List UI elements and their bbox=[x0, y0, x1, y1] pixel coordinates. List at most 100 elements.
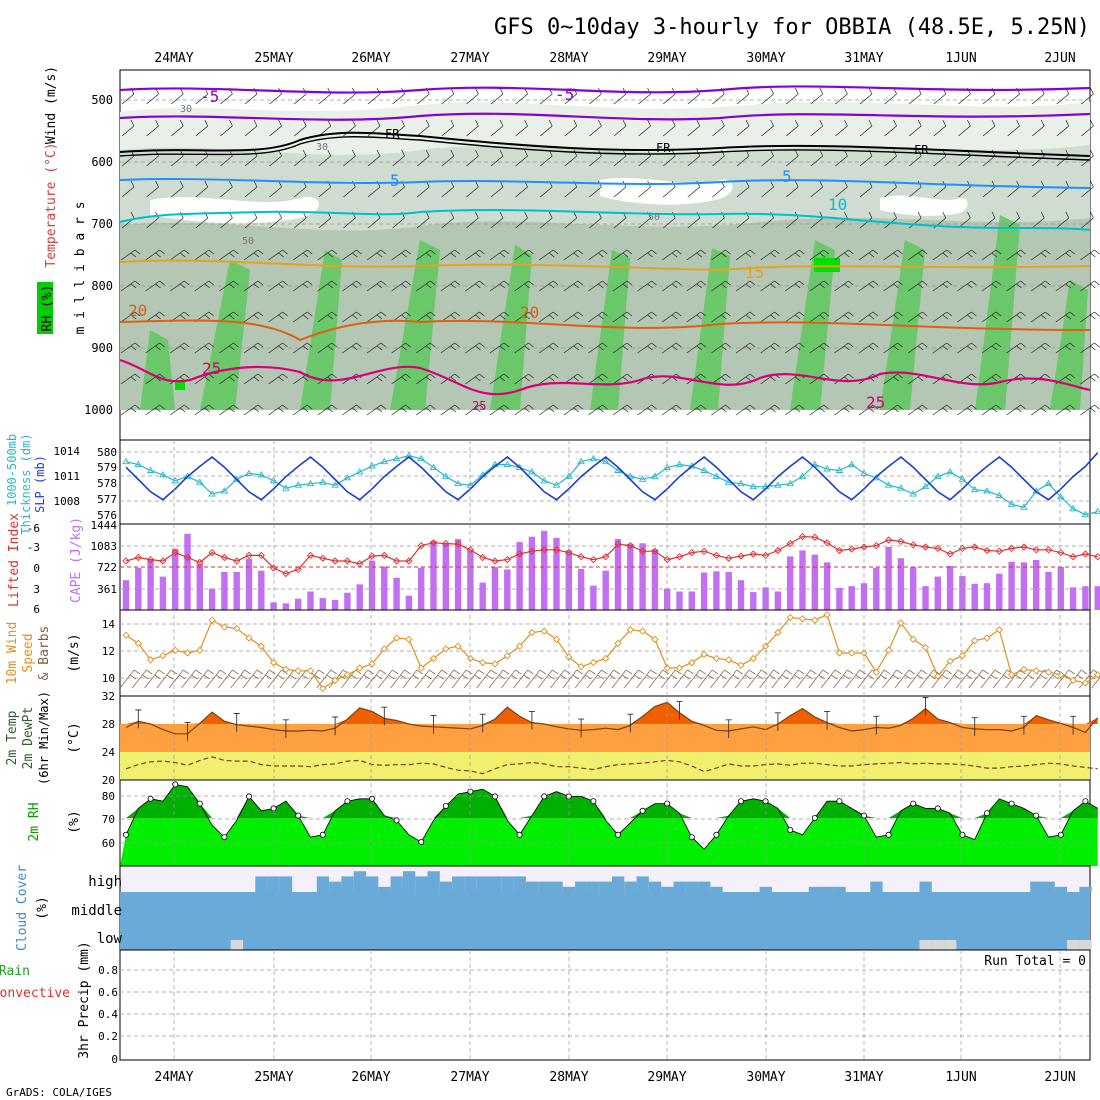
temp-contour-freezing2 bbox=[119, 136, 1091, 161]
pressure-tick: 700 bbox=[91, 217, 113, 231]
upper-wind-barb bbox=[761, 180, 774, 198]
cloud-low-bar bbox=[1067, 940, 1080, 950]
rh-unit-label: (%) bbox=[67, 810, 82, 833]
upper-wind-barb bbox=[981, 280, 1002, 292]
upper-wind-barb bbox=[490, 87, 504, 105]
thickness-point bbox=[355, 468, 364, 475]
cape-bar bbox=[270, 602, 277, 610]
wind10m-point bbox=[921, 643, 930, 652]
thickness-tick: 576 bbox=[97, 509, 117, 522]
upper-wind-barb bbox=[809, 342, 830, 354]
upper-wind-barb bbox=[784, 404, 805, 416]
lifted-index-point bbox=[491, 557, 499, 565]
upper-wind-barb bbox=[883, 311, 903, 323]
upper-wind-barb bbox=[563, 311, 584, 323]
upper-wind-barb bbox=[761, 149, 774, 167]
wind-panel-frame bbox=[119, 609, 1091, 697]
rh2m-point bbox=[688, 834, 695, 841]
cape-bar bbox=[848, 586, 855, 610]
cape-bar bbox=[750, 592, 757, 610]
wind10m-barb bbox=[894, 669, 916, 689]
upper-wind-barb bbox=[661, 249, 682, 261]
footer-credit: GrADS: COLA/IGES bbox=[6, 1086, 112, 1099]
temp-minmax-bar bbox=[922, 696, 929, 716]
slp-panel-frame bbox=[119, 439, 1091, 525]
precip-label: Total / Rain bbox=[0, 964, 30, 979]
lifted-index-point bbox=[442, 539, 450, 548]
upper-wind-barb bbox=[1055, 342, 1076, 354]
wind10m-barb bbox=[402, 669, 424, 689]
wind10m-point bbox=[651, 635, 659, 643]
upper-wind-barb bbox=[466, 87, 479, 105]
wind10m-point bbox=[909, 635, 917, 643]
wind10m-point bbox=[368, 660, 376, 668]
contour-label: FR bbox=[656, 141, 671, 155]
lifted-index-point bbox=[602, 553, 610, 561]
pressure-tick: 500 bbox=[91, 93, 113, 107]
contour-label: 25 bbox=[866, 393, 885, 412]
slp-tick: 1011 bbox=[54, 470, 81, 483]
temp-top-fill bbox=[126, 702, 1098, 724]
cloud-level-label: low bbox=[97, 931, 123, 947]
upper-wind-barb bbox=[367, 119, 381, 137]
upper-wind-barb bbox=[466, 119, 479, 137]
contour-label: 30 bbox=[180, 104, 192, 115]
lifted-index-point bbox=[688, 548, 696, 557]
upper-wind-barb bbox=[858, 342, 879, 354]
thickness-point bbox=[257, 471, 266, 478]
wind10m-barb bbox=[722, 669, 743, 689]
upper-wind-barb bbox=[194, 342, 215, 354]
lifted-index-point bbox=[1032, 546, 1040, 554]
upper-wind-barb bbox=[145, 280, 165, 292]
upper-wind-barb bbox=[415, 373, 436, 385]
wind10m-point bbox=[134, 639, 142, 648]
lifted-index-point bbox=[429, 539, 438, 547]
wind10m-barb bbox=[537, 669, 559, 689]
upper-wind-barb bbox=[907, 249, 928, 261]
cloud-high-bar bbox=[612, 876, 625, 892]
upper-wind-barb bbox=[859, 119, 873, 137]
cape-tick: 361 bbox=[97, 583, 117, 596]
upper-wind-barb bbox=[441, 149, 455, 167]
cloud-high-bar bbox=[255, 876, 268, 892]
wind10m-barb bbox=[476, 669, 497, 689]
upper-wind-barb bbox=[465, 373, 485, 385]
rh2m-point bbox=[934, 805, 941, 812]
upper-wind-barb bbox=[686, 311, 707, 323]
top-date-label: 24MAY bbox=[154, 51, 193, 66]
contour-label: -5 bbox=[555, 85, 574, 104]
thickness-point bbox=[442, 472, 450, 479]
upper-wind-barb bbox=[415, 342, 436, 354]
thickness-point bbox=[245, 469, 253, 476]
pressure-axis-label: m i l l i b a r s bbox=[73, 201, 88, 334]
upper-wind-barb bbox=[932, 342, 953, 354]
lifted-index-point bbox=[356, 560, 364, 568]
upper-wind-barb bbox=[515, 211, 528, 229]
cape-bar bbox=[651, 549, 659, 610]
wind10m-point bbox=[392, 634, 401, 642]
thickness-point bbox=[380, 457, 389, 465]
upper-wind-barb bbox=[907, 280, 928, 292]
cape-bars bbox=[122, 530, 1100, 610]
wind10m-point bbox=[774, 628, 782, 637]
cloud-high-bar bbox=[353, 871, 366, 892]
upper-wind-barb bbox=[244, 119, 258, 137]
upper-wind-barb bbox=[735, 342, 756, 354]
wind10m-point bbox=[848, 649, 856, 657]
precip-tick: 0.8 bbox=[98, 964, 118, 977]
lifted-index-point bbox=[798, 532, 807, 541]
upper-wind-barb bbox=[317, 404, 338, 416]
lifted-index-point bbox=[257, 551, 265, 560]
rh2m-point bbox=[713, 831, 720, 838]
upper-wind-barb bbox=[268, 342, 288, 354]
temp-label: 2m Temp bbox=[5, 710, 20, 765]
cape-axis-label: CAPE (J/kg) bbox=[69, 517, 84, 603]
thickness-point bbox=[196, 478, 204, 485]
wind-label: & Barbs bbox=[37, 626, 52, 681]
temp-low-band bbox=[120, 752, 1090, 780]
wind10m-panel: 14 12 10 10m Wind Speed & Barbs (m/s) bbox=[5, 609, 1100, 697]
wind10m-point bbox=[786, 613, 794, 622]
upper-wind-barb bbox=[514, 373, 534, 385]
upper-wind-barb bbox=[711, 311, 731, 323]
contour-label: 15 bbox=[745, 263, 764, 282]
